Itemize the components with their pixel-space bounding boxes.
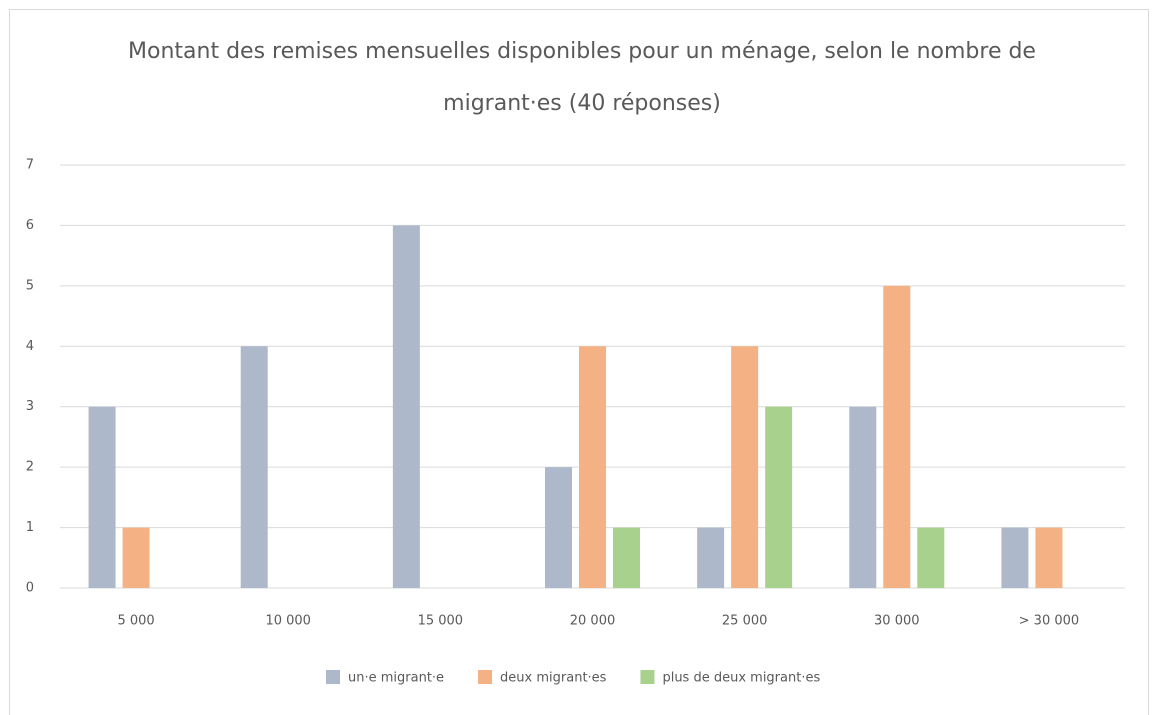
bar	[240, 346, 268, 588]
bar	[88, 406, 116, 588]
y-tick-label: 5	[26, 278, 34, 293]
bar	[122, 527, 150, 588]
x-tick-label: 5 000	[117, 614, 154, 629]
y-tick-label: 3	[26, 399, 34, 414]
legend-swatch	[478, 670, 493, 684]
bar	[765, 406, 793, 588]
bar	[731, 346, 759, 588]
bar	[917, 527, 945, 588]
x-tick-label: 15 000	[418, 614, 464, 629]
bar	[697, 527, 725, 588]
legend-label: un·e migrant·e	[348, 671, 444, 686]
bar	[1035, 527, 1063, 588]
bar	[883, 285, 911, 588]
chart-title: Montant des remises mensuelles disponibl…	[128, 39, 1036, 116]
legend-label: plus de deux migrant·es	[662, 671, 820, 686]
y-tick-label: 6	[26, 218, 34, 233]
legend-label: deux migrant·es	[500, 671, 607, 686]
x-tick-label: 30 000	[874, 614, 920, 629]
legend-swatch	[326, 670, 340, 684]
x-tick-label: 25 000	[722, 614, 768, 629]
x-tick-label: 10 000	[265, 614, 311, 629]
y-tick-label: 0	[26, 581, 34, 596]
bar	[579, 346, 606, 588]
y-tick-label: 4	[26, 339, 34, 354]
x-tick-label: 20 000	[570, 614, 616, 629]
bar	[849, 406, 877, 588]
y-tick-label: 2	[26, 460, 34, 475]
bar	[1001, 527, 1029, 588]
y-tick-label: 7	[26, 158, 34, 173]
bar	[613, 527, 640, 588]
x-tick-label: > 30 000	[1019, 614, 1080, 629]
chart-frame	[9, 9, 1149, 715]
bar	[545, 467, 572, 588]
bar	[392, 225, 420, 588]
legend-swatch	[640, 670, 655, 684]
y-tick-label: 1	[26, 520, 34, 535]
